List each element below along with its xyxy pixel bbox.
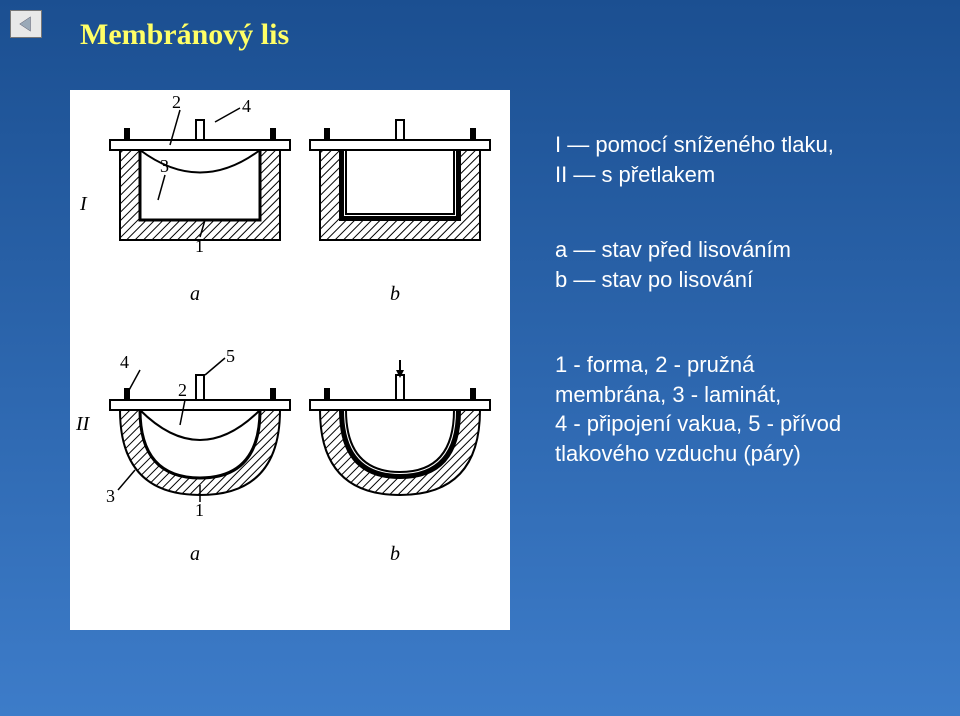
svg-text:2: 2	[178, 380, 187, 400]
svg-text:3: 3	[160, 156, 169, 176]
back-arrow-icon	[17, 15, 35, 33]
svg-text:1: 1	[195, 500, 204, 520]
svg-text:5: 5	[226, 346, 235, 366]
svg-text:4: 4	[120, 352, 129, 372]
svg-text:3: 3	[106, 486, 115, 506]
desc2-line1: a — stav před lisováním	[555, 235, 935, 265]
svg-text:1: 1	[195, 236, 204, 256]
diagram-figure: .flab { font: italic 20px "Times New Rom…	[70, 90, 510, 630]
row-label-2: II	[75, 413, 91, 435]
description-block-1: I — pomocí sníženého tlaku, II — s přetl…	[555, 130, 935, 189]
col-label-b-row1: b	[390, 283, 400, 305]
svg-text:2: 2	[172, 92, 181, 112]
desc1-line1: I — pomocí sníženého tlaku,	[555, 130, 935, 160]
description-block-2: a — stav před lisováním b — stav po liso…	[555, 235, 935, 294]
back-button[interactable]	[10, 10, 42, 38]
desc3-line2: membrána, 3 - laminát,	[555, 380, 935, 410]
desc3-line3: 4 - připojení vakua, 5 - přívod	[555, 409, 935, 439]
desc3-line4: tlakového vzduchu (páry)	[555, 439, 935, 469]
col-label-a-row1: a	[190, 283, 200, 305]
svg-text:4: 4	[242, 96, 251, 116]
description-block-3: 1 - forma, 2 - pružná membrána, 3 - lami…	[555, 350, 935, 469]
desc2-line2: b — stav po lisování	[555, 265, 935, 295]
desc1-line2: II — s přetlakem	[555, 160, 935, 190]
slide-title: Membránový lis	[80, 18, 289, 52]
desc3-line1: 1 - forma, 2 - pružná	[555, 350, 935, 380]
row-label-1: I	[79, 193, 88, 215]
col-label-a-row2: a	[190, 543, 200, 565]
col-label-b-row2: b	[390, 543, 400, 565]
slide: Membránový lis	[0, 0, 960, 716]
